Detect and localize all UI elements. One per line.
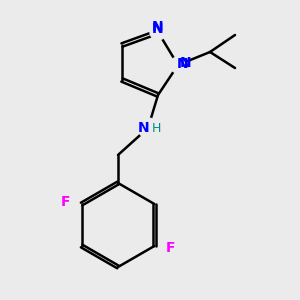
Text: N: N xyxy=(180,56,192,70)
Text: N: N xyxy=(138,121,150,135)
Text: F: F xyxy=(61,195,70,209)
Circle shape xyxy=(170,57,186,73)
Text: F: F xyxy=(166,241,175,255)
Text: N: N xyxy=(177,57,189,71)
Text: H: H xyxy=(151,122,161,134)
Circle shape xyxy=(138,118,158,138)
Text: N: N xyxy=(152,20,164,34)
Text: N: N xyxy=(152,22,164,36)
Circle shape xyxy=(150,24,166,40)
